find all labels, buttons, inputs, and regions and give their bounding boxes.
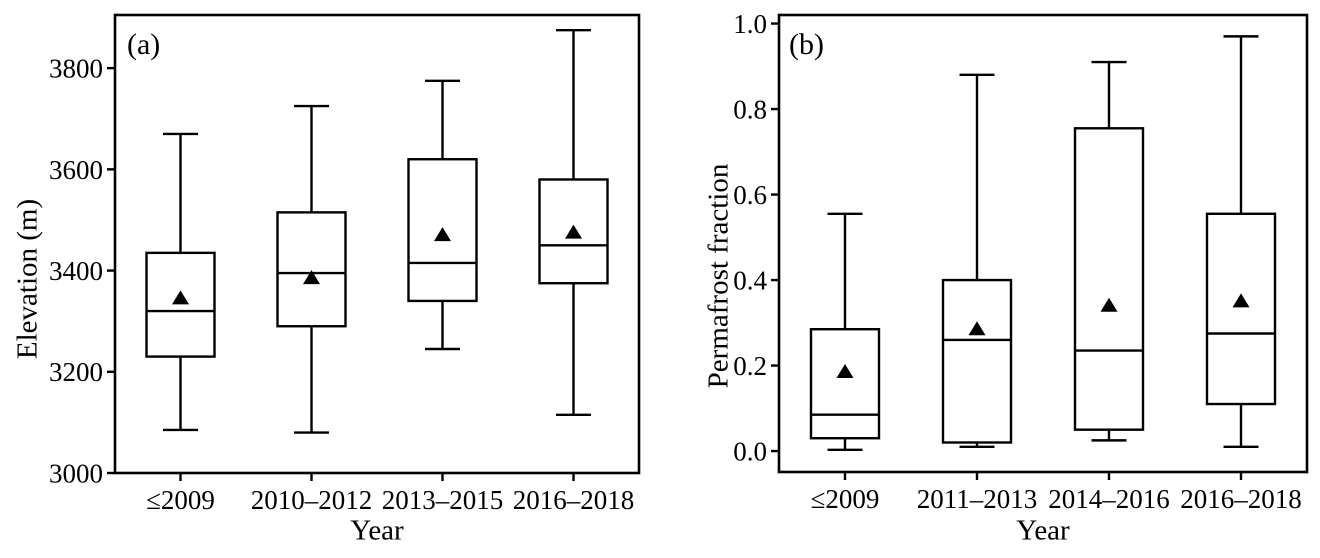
y-tick-label: 3800 — [49, 54, 103, 84]
panel-a-label: (a) — [127, 28, 161, 61]
mean-marker — [565, 224, 582, 239]
panel-b-box-1 — [941, 73, 1013, 448]
mean-marker — [1232, 293, 1250, 308]
x-tick-label: 2016–2018 — [513, 485, 635, 515]
y-tick-label: 3000 — [49, 458, 103, 488]
y-tick-label: 3600 — [49, 155, 103, 185]
panel-a: 3000 3200 3400 3600 3800 ≤2009 2010–2012 2013–2… — [49, 13, 641, 515]
mean-marker — [303, 270, 320, 285]
panel-b: 0.0 0.2 0.4 0.6 0.8 1.0 ≤2009 2011–2013 2014–201… — [733, 9, 1309, 514]
panel-b-y-axis-title: Permafrost fraction — [702, 163, 735, 389]
iqr-box — [145, 251, 216, 358]
y-tick-label: 0.8 — [733, 95, 767, 125]
x-tick-label: 2010–2012 — [251, 485, 373, 515]
mean-marker — [434, 227, 451, 242]
y-tick-label: 0.4 — [733, 266, 767, 296]
panel-b-label: (b) — [789, 28, 824, 61]
x-tick-label: 2014–2016 — [1048, 484, 1170, 514]
panel-b-box-0 — [809, 212, 881, 451]
x-tick-label: ≤2009 — [146, 485, 215, 515]
iqr-box — [1073, 127, 1145, 431]
panel-a-y-axis-title: Elevation (m) — [11, 198, 44, 360]
iqr-box — [809, 328, 881, 440]
iqr-box — [1205, 212, 1277, 406]
y-tick-label: 3400 — [49, 256, 103, 286]
panel-a-box-0 — [145, 132, 216, 432]
iqr-box — [941, 278, 1013, 444]
x-tick-label: 2016–2018 — [1180, 484, 1302, 514]
panel-b-box-2 — [1073, 60, 1145, 442]
y-tick-label: 1.0 — [733, 9, 767, 39]
iqr-box — [407, 158, 478, 303]
y-tick-label: 0.6 — [733, 180, 767, 210]
x-tick-label: 2011–2013 — [917, 484, 1038, 514]
iqr-box — [276, 211, 347, 328]
panel-a-frame — [113, 13, 641, 475]
mean-marker — [968, 321, 986, 336]
x-tick-label: ≤2009 — [811, 484, 880, 514]
panel-b-frame — [777, 13, 1309, 474]
panel-a-box-1 — [276, 104, 347, 434]
x-tick-label: 2013–2015 — [382, 485, 504, 515]
panel-a-box-3 — [538, 28, 609, 417]
panel-b-box-3 — [1205, 35, 1277, 448]
y-tick-label: 3200 — [49, 357, 103, 387]
mean-marker — [172, 290, 189, 305]
panel-b-x-axis-title: Year — [1016, 514, 1070, 547]
mean-marker — [1100, 297, 1118, 312]
mean-marker — [836, 363, 854, 378]
y-tick-label: 0.0 — [733, 437, 767, 467]
panel-a-x-axis-title: Year — [350, 514, 404, 547]
panel-a-box-2 — [407, 79, 478, 351]
y-tick-label: 0.2 — [733, 351, 767, 381]
